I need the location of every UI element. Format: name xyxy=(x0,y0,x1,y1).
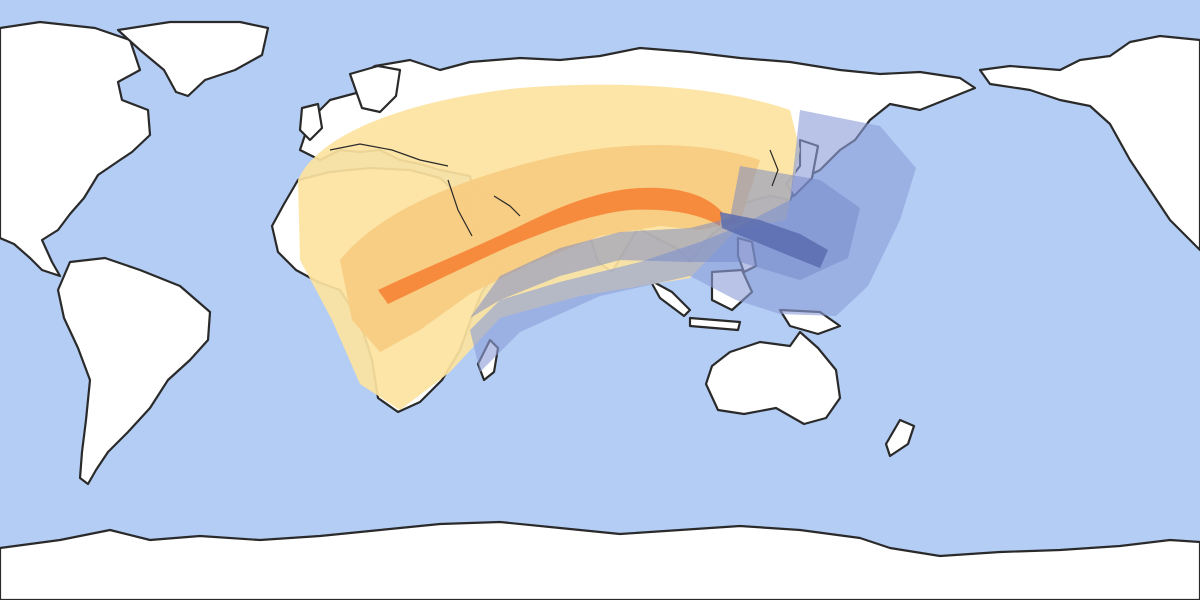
sumatra xyxy=(648,278,692,318)
mediterranean-coast xyxy=(329,143,449,167)
british-isles xyxy=(298,102,324,142)
south-america xyxy=(56,256,212,486)
antarctica xyxy=(0,520,1200,600)
new-zealand xyxy=(884,418,916,458)
korea-coast xyxy=(769,149,779,187)
central-path-day xyxy=(378,187,722,304)
persian-gulf-coast xyxy=(493,195,521,217)
eclipse-visibility-night xyxy=(470,110,916,372)
greenland xyxy=(116,20,270,98)
australia xyxy=(704,330,842,426)
alaska xyxy=(978,34,1200,252)
north-america xyxy=(0,20,152,278)
antumbra-zone-night xyxy=(470,166,860,318)
red-sea-coast xyxy=(447,179,473,237)
java xyxy=(688,316,742,332)
central-path-night xyxy=(720,212,828,268)
eclipse-visibility-day xyxy=(298,84,800,411)
penumbra-zone-night xyxy=(470,110,916,372)
scandinavia xyxy=(348,64,402,114)
coast-details xyxy=(329,143,779,237)
